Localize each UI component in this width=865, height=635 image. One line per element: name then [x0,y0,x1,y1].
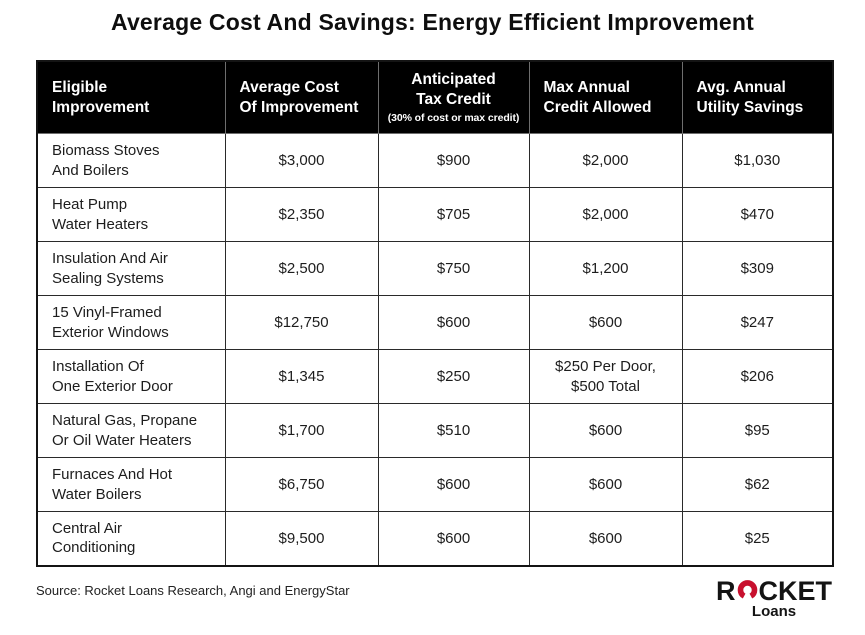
header-label: Anticipated Tax Credit [411,71,496,108]
utility-savings-cell: $1,030 [681,133,834,189]
utility-savings-cell: $309 [681,241,834,297]
max-credit-cell: $600 [528,457,683,513]
header-row: Eligible Improvement Average Cost Of Imp… [36,60,834,135]
table-row: Installation Of One Exterior Door $1,345… [36,349,834,405]
cost-savings-table: Eligible Improvement Average Cost Of Imp… [36,60,834,567]
table-row: 15 Vinyl-Framed Exterior Windows $12,750… [36,295,834,351]
avg-cost-cell: $1,700 [224,403,379,459]
header-max-annual-credit: Max Annual Credit Allowed [528,60,683,135]
utility-savings-cell: $470 [681,187,834,243]
improvement-name-cell: Natural Gas, Propane Or Oil Water Heater… [36,403,226,459]
avg-cost-cell: $9,500 [224,511,379,567]
utility-savings-cell: $206 [681,349,834,405]
avg-cost-cell: $12,750 [224,295,379,351]
table-row: Biomass Stoves And Boilers $3,000 $900 $… [36,133,834,189]
tax-credit-cell: $600 [377,511,530,567]
header-label: Average Cost Of Improvement [239,78,359,116]
avg-cost-cell: $6,750 [224,457,379,513]
tax-credit-cell: $600 [377,295,530,351]
table-row: Furnaces And Hot Water Boilers $6,750 $6… [36,457,834,513]
rocket-loans-logo: R CKET Loans [716,578,832,621]
utility-savings-cell: $247 [681,295,834,351]
rocket-wordmark: R CKET [716,578,832,605]
utility-savings-cell: $62 [681,457,834,513]
max-credit-cell: $2,000 [528,187,683,243]
header-avg-annual-utility-savings: Avg. Annual Utility Savings [681,60,834,135]
header-average-cost: Average Cost Of Improvement [224,60,379,135]
rocket-wordmark-r: R [716,576,736,606]
utility-savings-cell: $25 [681,511,834,567]
header-label: Avg. Annual Utility Savings [696,78,804,116]
improvement-name-cell: Biomass Stoves And Boilers [36,133,226,189]
max-credit-cell: $600 [528,511,683,567]
rocket-wordmark-cket: CKET [758,576,833,606]
header-eligible-improvement: Eligible Improvement [36,60,226,135]
rocket-o-icon [737,578,758,605]
improvement-name-cell: Heat Pump Water Heaters [36,187,226,243]
improvement-name-cell: Central Air Conditioning [36,511,226,567]
header-label: Max Annual Credit Allowed [543,78,652,116]
table-row: Heat Pump Water Heaters $2,350 $705 $2,0… [36,187,834,243]
avg-cost-cell: $3,000 [224,133,379,189]
avg-cost-cell: $2,500 [224,241,379,297]
max-credit-cell: $600 [528,295,683,351]
tax-credit-cell: $750 [377,241,530,297]
tax-credit-cell: $705 [377,187,530,243]
tax-credit-cell: $900 [377,133,530,189]
table-row: Insulation And Air Sealing Systems $2,50… [36,241,834,297]
max-credit-cell: $1,200 [528,241,683,297]
max-credit-cell: $600 [528,403,683,459]
avg-cost-cell: $2,350 [224,187,379,243]
table-row: Natural Gas, Propane Or Oil Water Heater… [36,403,834,459]
table-row: Central Air Conditioning $9,500 $600 $60… [36,511,834,567]
avg-cost-cell: $1,345 [224,349,379,405]
improvement-name-cell: Installation Of One Exterior Door [36,349,226,405]
max-credit-cell: $250 Per Door, $500 Total [528,349,683,405]
header-label: Eligible Improvement [52,78,150,116]
improvement-name-cell: 15 Vinyl-Framed Exterior Windows [36,295,226,351]
header-note: (30% of cost or max credit) [387,111,520,124]
tax-credit-cell: $600 [377,457,530,513]
source-note: Source: Rocket Loans Research, Angi and … [36,583,350,598]
header-anticipated-tax-credit: Anticipated Tax Credit (30% of cost or m… [377,60,530,135]
tax-credit-cell: $250 [377,349,530,405]
page-title: Average Cost And Savings: Energy Efficie… [110,9,755,35]
improvement-name-cell: Furnaces And Hot Water Boilers [36,457,226,513]
max-credit-cell: $2,000 [528,133,683,189]
utility-savings-cell: $95 [681,403,834,459]
tax-credit-cell: $510 [377,403,530,459]
rocket-loans-sublabel: Loans [751,603,797,620]
improvement-name-cell: Insulation And Air Sealing Systems [36,241,226,297]
